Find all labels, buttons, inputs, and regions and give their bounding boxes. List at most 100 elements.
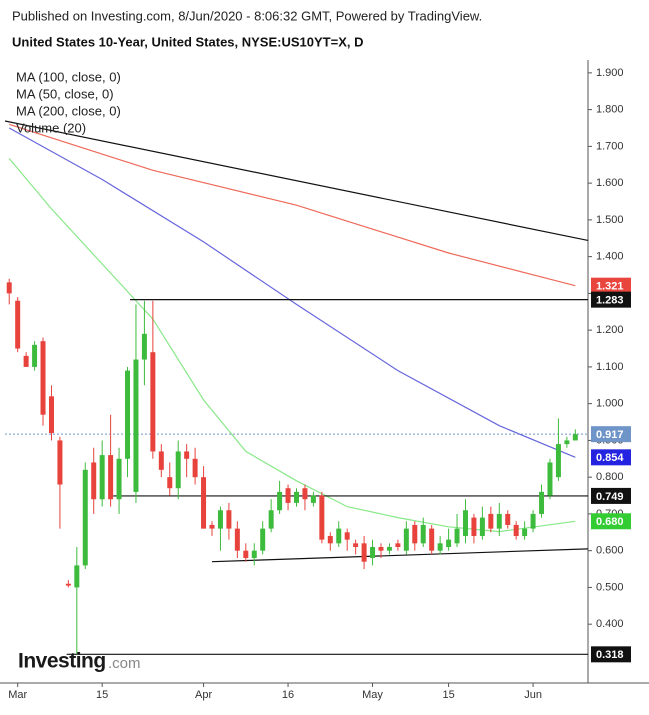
candle-body [116,458,122,500]
logo-suffix: .com [108,655,141,672]
candle-body [217,510,223,529]
candle-body [294,491,299,503]
y-tick-label: 1.900 [596,67,624,79]
x-tick-label: May [362,689,383,701]
y-tick-label: 1.500 [596,214,624,226]
candle-body [437,543,443,551]
candle-body [361,543,367,562]
candle-body [65,583,71,586]
price-badge-label: 1.321 [596,281,624,293]
legend-entry: MA (200, close, 0) [16,103,121,118]
candle-body [547,462,553,496]
candle-body [471,517,477,536]
y-tick-label: 0.800 [596,471,624,483]
candle-body [57,440,63,485]
y-tick-label: 1.600 [596,177,624,189]
candle-body [243,550,249,559]
candle-body [141,333,147,360]
moving-average-line [8,127,576,458]
candle-body [184,451,190,459]
candle-body [32,344,38,367]
candle-body [6,282,12,294]
x-tick-label: 16 [282,689,294,701]
price-badge [591,513,631,530]
candle-body [15,300,21,349]
price-badge-label: 0.680 [596,516,624,528]
price-badge [591,426,631,443]
candle-body [378,547,384,551]
candle-body [48,396,54,434]
price-badge-label: 0.749 [596,491,624,503]
candle-body [327,535,333,544]
candle-body [268,510,274,529]
candle-body [370,547,376,559]
price-badge [591,646,631,663]
y-tick-label: 1.000 [596,398,624,410]
published-note: Published on Investing.com, 8/Jun/2020 -… [12,8,482,23]
candle-body [234,528,240,551]
y-tick-label: 0.600 [596,545,624,557]
y-tick-label: 1.700 [596,140,624,152]
candle-body [285,488,291,503]
candle-body [167,477,173,489]
price-badge-label: 0.318 [596,649,624,661]
price-badge-label: 0.854 [596,452,624,464]
candle-body [555,444,561,478]
candle-body [386,547,392,551]
candle-body [99,455,105,500]
candle-body [572,434,578,441]
candle-body [344,532,350,540]
logo-brand: Investing [18,650,106,673]
candle-body [192,458,198,478]
candle-body [82,469,88,566]
candle-body [429,528,435,551]
trendline [4,120,589,242]
moving-average-line [9,123,576,287]
price-badge [591,449,631,466]
candle-body [496,513,502,529]
candle-body [420,524,426,544]
price-badge-label: 1.283 [596,295,624,307]
candle-body [479,517,485,536]
candle-body [158,451,164,470]
candle-body [403,528,409,551]
candle-body [488,513,494,529]
x-tick-label: Apr [195,689,212,701]
y-tick-label: 1.400 [596,251,624,263]
candle-body [201,477,207,529]
candle-body [175,451,181,489]
candle-body [40,341,46,415]
candle-body [133,359,139,492]
instrument-title: United States 10-Year, United States, NY… [12,34,363,49]
price-badge [591,277,631,294]
candle-body [446,539,452,548]
x-tick-label: 15 [96,689,108,701]
y-tick-label: 1.800 [596,104,624,116]
candle-body [91,462,97,500]
candle-body [336,528,342,544]
candle-body [539,491,545,514]
candle-body [23,355,29,367]
candle-body [310,495,316,503]
candle-body [226,510,232,529]
candle-body [251,550,257,559]
y-tick-label: 0.500 [596,581,624,593]
candle-body [277,491,283,511]
x-tick-label: Jun [524,689,542,701]
candle-body [260,528,266,551]
candle-body [302,488,308,500]
candle-body [412,524,418,544]
candle-body [108,455,114,500]
logo: Investing .com [18,650,141,673]
price-badge [591,487,631,504]
candle-body [395,543,401,548]
candle-body [564,440,570,445]
candle-body [522,528,528,536]
candle-body [209,524,215,529]
candle-body [505,513,511,525]
legend-entry: Volume (20) [16,120,86,135]
price-badge [591,291,631,308]
trendline [211,548,589,563]
